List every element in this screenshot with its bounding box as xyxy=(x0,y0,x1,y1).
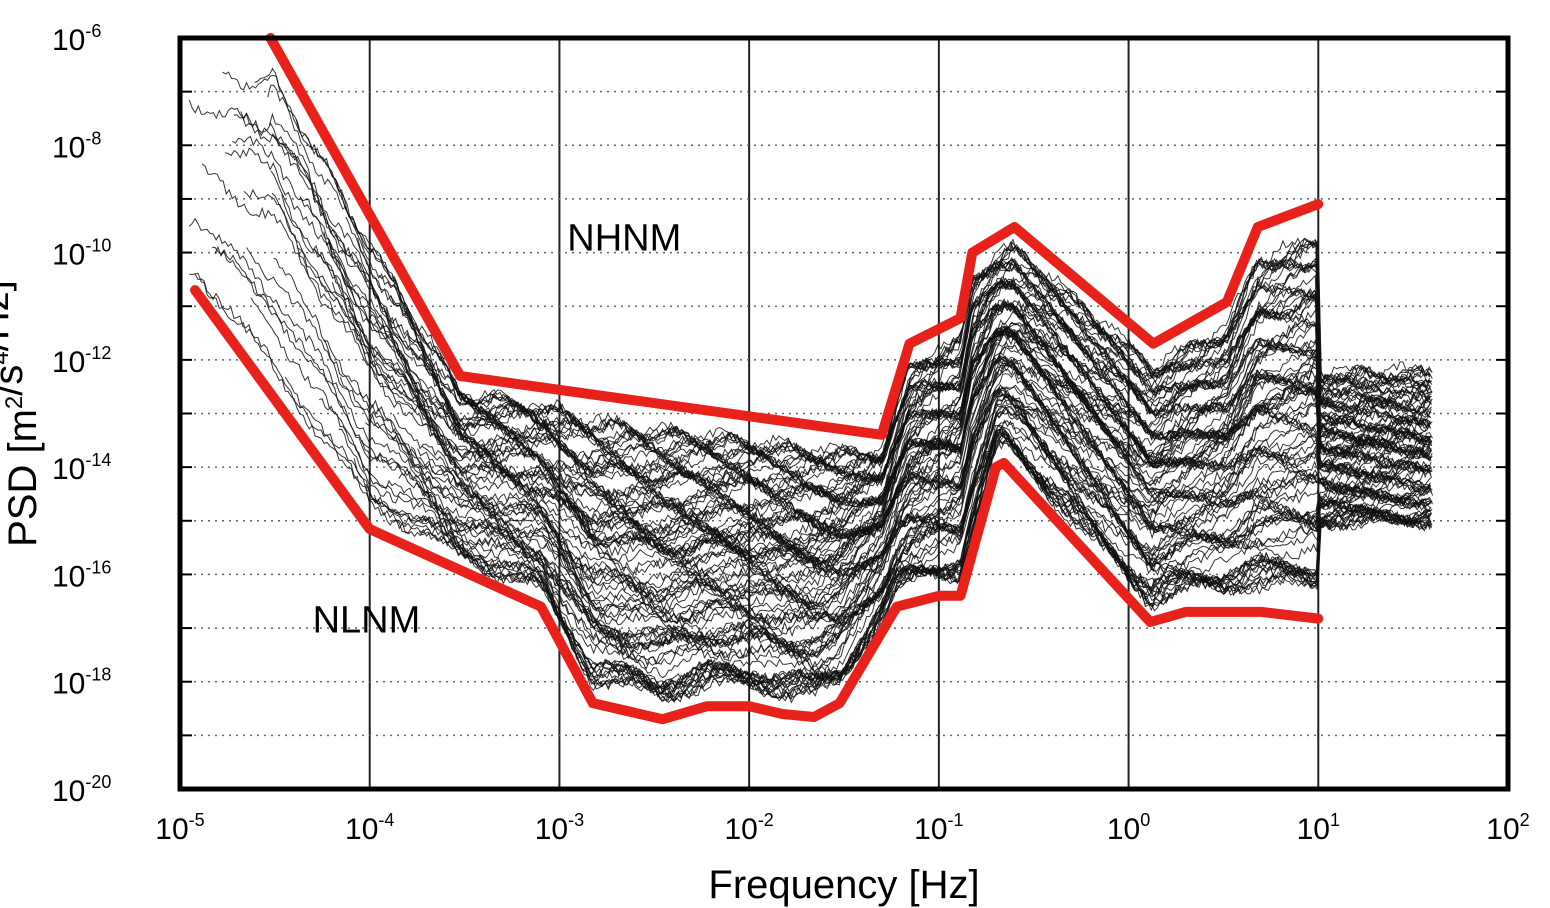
x-tick-label: 100 xyxy=(1107,810,1150,846)
psd-curve xyxy=(544,388,1433,635)
psd-curve xyxy=(295,119,1431,467)
psd-curve xyxy=(194,273,1432,698)
psd-curve xyxy=(370,302,1431,533)
y-tick-label: 10-12 xyxy=(52,343,111,379)
psd-curve xyxy=(398,405,1431,660)
y-tick-labels: 10-6 10-8 10-10 10-12 10-14 10-16 10-18 10-20 xyxy=(52,21,111,808)
psd-curve xyxy=(576,438,1433,701)
x-tick-label: 10-4 xyxy=(345,810,394,846)
psd-curve xyxy=(296,245,1432,573)
y-tick-label: 10-20 xyxy=(52,772,111,808)
plot-frame xyxy=(177,35,1511,792)
psd-curve xyxy=(201,163,1433,576)
psd-curve xyxy=(188,99,1432,503)
psd-curve xyxy=(477,329,1432,567)
x-axis-label: Frequency [Hz] xyxy=(708,863,979,907)
measured-psd-curves xyxy=(188,67,1433,704)
nlnm-line xyxy=(190,285,1324,725)
nlnm-label: NLNM xyxy=(313,600,421,642)
psd-curve xyxy=(212,246,1431,647)
psd-curve xyxy=(451,440,1431,704)
y-tick-label: 10-18 xyxy=(52,665,111,701)
y-tick-label: 10-10 xyxy=(52,236,111,272)
x-tick-label: 101 xyxy=(1297,810,1340,846)
psd-curve xyxy=(318,398,1433,673)
psd-curve xyxy=(233,114,1432,507)
y-tick-label: 10-6 xyxy=(52,21,101,57)
psd-curve xyxy=(299,196,1431,525)
x-tick-labels: 10-5 10-4 10-3 10-2 10-1 100 101 102 xyxy=(155,810,1529,846)
psd-curve xyxy=(624,363,1433,609)
psd-curve xyxy=(214,245,1431,654)
psd-curve xyxy=(654,238,1433,468)
x-tick-label: 10-3 xyxy=(535,810,584,846)
psd-curve xyxy=(584,277,1431,502)
noise-model-curves xyxy=(190,33,1324,725)
psd-curve xyxy=(673,355,1430,594)
y-tick-label: 10-8 xyxy=(52,128,101,164)
psd-curve xyxy=(390,258,1432,481)
psd-curve xyxy=(325,240,1431,530)
psd-curve xyxy=(516,360,1432,605)
grid xyxy=(180,38,1508,789)
x-tick-label: 10-5 xyxy=(155,810,204,846)
psd-curve xyxy=(557,328,1432,564)
psd-curve xyxy=(390,327,1433,550)
psd-curve xyxy=(188,217,1432,638)
psd-curve xyxy=(232,135,1433,526)
psd-curve xyxy=(455,399,1431,652)
x-tick-label: 10-2 xyxy=(724,810,773,846)
x-tick-label: 10-1 xyxy=(914,810,963,846)
psd-curve xyxy=(338,425,1431,679)
psd-curve xyxy=(365,386,1431,624)
psd-curve xyxy=(353,431,1432,690)
psd-curve xyxy=(451,259,1431,474)
x-tick-label: 102 xyxy=(1486,810,1529,846)
nhnm-label: NHNM xyxy=(567,217,681,259)
nhnm-line xyxy=(265,33,1324,440)
psd-curve xyxy=(365,427,1431,689)
psd-curve xyxy=(246,247,1432,620)
psd-curve xyxy=(588,406,1433,661)
psd-curve xyxy=(437,419,1431,667)
psd-curve xyxy=(378,256,1433,472)
psd-curve xyxy=(614,301,1432,523)
y-tick-label: 10-14 xyxy=(52,450,111,486)
y-tick-label: 10-16 xyxy=(52,557,111,593)
y-axis-label: PSD [m2/s4/Hz] xyxy=(0,280,45,547)
psd-curve xyxy=(430,278,1431,502)
psd-curve xyxy=(408,279,1433,493)
